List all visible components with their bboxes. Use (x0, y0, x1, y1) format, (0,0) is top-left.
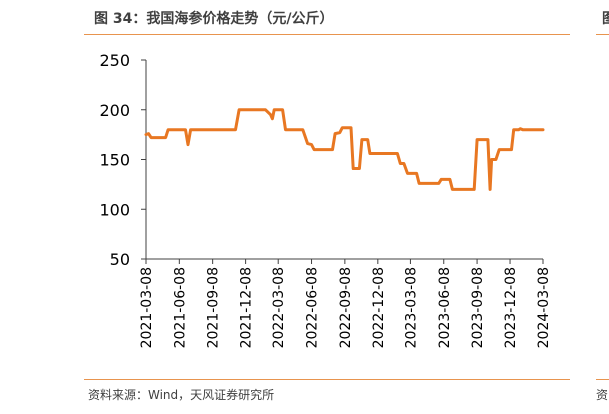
x-tick-label: 2024-03-08 (536, 267, 552, 348)
adjacent-top-divider (596, 34, 609, 35)
y-tick-label: 250 (99, 51, 130, 70)
chart-title: 图 34：我国海参价格走势（元/公斤） (94, 11, 334, 27)
adjacent-bottom-divider (596, 379, 609, 380)
series-layer (144, 108, 545, 191)
adjacent-figure-title-fragment: 图 (602, 8, 609, 28)
source-note: 资料来源：Wind，天风证券研究所 (88, 388, 275, 402)
y-tick-label: 100 (99, 200, 130, 219)
x-tick-label: 2022-12-08 (371, 267, 387, 348)
y-tick-label: 50 (110, 250, 130, 269)
x-tick-label: 2022-03-08 (271, 267, 287, 348)
x-tick-label: 2022-09-08 (338, 267, 354, 348)
x-tick-label: 2023-06-08 (437, 267, 453, 348)
x-tick-label: 2021-12-08 (239, 267, 255, 348)
x-tick-label: 2021-06-08 (172, 267, 188, 348)
y-tick-label: 150 (99, 151, 130, 170)
x-tick-label: 2023-12-08 (503, 267, 519, 348)
top-divider (84, 34, 570, 35)
series-line-0 (144, 108, 545, 191)
bottom-divider (84, 379, 570, 380)
y-tick-label: 200 (99, 101, 130, 120)
adjacent-source-fragment: 资 (596, 388, 609, 402)
x-tick-label: 2023-03-08 (403, 267, 419, 348)
x-tick-label: 2022-06-08 (305, 267, 321, 348)
x-tick-label: 2023-09-08 (470, 267, 486, 348)
x-tick-label: 2021-03-08 (139, 267, 155, 348)
x-axis: 2021-03-08 2021-06-08 2021-09-08 2021-12-08… (139, 258, 552, 348)
y-axis: 50 100 150 200 250 (99, 51, 147, 269)
x-tick-label: 2021-09-08 (206, 267, 222, 348)
chart-title-container: 图 34：我国海参价格走势（元/公斤） (94, 8, 333, 28)
